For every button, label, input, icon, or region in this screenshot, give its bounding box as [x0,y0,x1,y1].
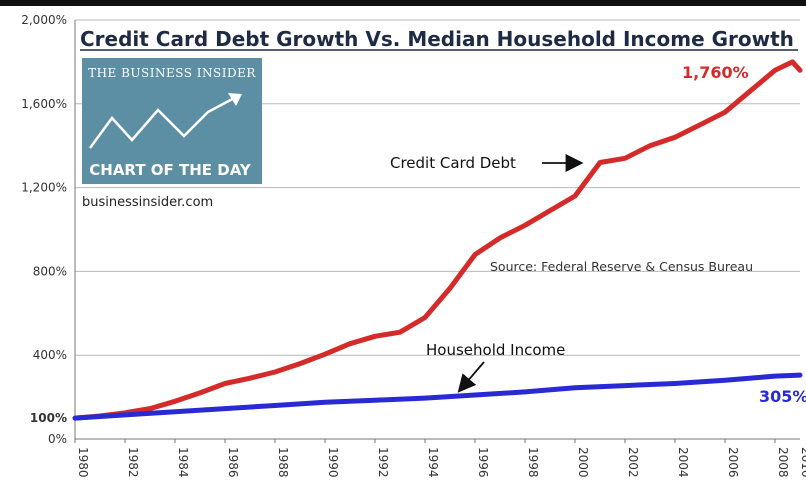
series-line-household-income [72,372,803,421]
annotation-arrow-income [457,361,485,393]
x-tick-label: 2000 [576,447,590,478]
x-tick-label: 1992 [376,447,390,478]
x-tick-label: 1990 [326,447,340,478]
y-axis-ticks: 0% 100% 400% 800% 1,200% 1,600% 2,000% [21,13,67,446]
badge-top-text: THE BUSINESS INSIDER [88,66,256,80]
y-tick-label: 400% [33,348,67,362]
source-note: Source: Federal Reserve & Census Bureau [490,259,753,274]
chart-of-the-day-badge: THE BUSINESS INSIDER CHART OF THE DAY [82,58,262,184]
series-layer [72,59,803,421]
end-label-household-income: 305% [759,387,806,406]
y-tick-label: 100% [30,411,67,425]
site-label: businessinsider.com [82,195,213,210]
x-tick-label: 2004 [676,447,690,478]
badge-bottom-text: CHART OF THE DAY [89,161,252,179]
x-tick-label: 2010 [799,447,806,478]
y-tick-label: 800% [33,264,67,278]
x-axis-ticks: 1980 1982 1984 1986 1988 1990 1992 1994 1996 1998… [74,439,806,478]
x-tick-label: 1986 [226,447,240,478]
series-line-credit-card-debt [72,59,803,421]
annotation-household-income: Household Income [426,341,565,359]
chart-title: Credit Card Debt Growth Vs. Median House… [80,27,794,51]
end-label-credit-card-debt: 1,760% [682,63,749,82]
x-tick-label: 2006 [726,447,740,478]
badge-arrow-icon [228,93,242,106]
axes [74,20,800,440]
y-tick-label: 2,000% [21,13,67,27]
grid-lines [75,19,800,356]
x-tick-label: 1998 [526,447,540,478]
x-tick-label: 1994 [426,447,440,478]
x-tick-label: 1984 [176,447,190,478]
y-tick-label: 1,200% [21,181,67,195]
x-tick-label: 2008 [776,447,790,478]
annotation-credit-card-debt: Credit Card Debt [390,154,516,172]
x-tick-label: 1996 [476,447,490,478]
x-tick-label: 1980 [76,447,90,478]
y-tick-label: 0% [48,432,67,446]
badge-sparkline-icon [88,94,239,149]
top-cropped-strip [0,0,806,6]
x-tick-label: 2002 [626,447,640,478]
x-tick-label: 1982 [126,447,140,478]
badge-background [82,58,262,184]
x-tick-label: 1988 [276,447,290,478]
y-tick-label: 1,600% [21,97,67,111]
